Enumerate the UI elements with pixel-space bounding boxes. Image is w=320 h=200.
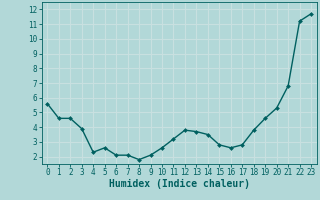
X-axis label: Humidex (Indice chaleur): Humidex (Indice chaleur) [109,179,250,189]
